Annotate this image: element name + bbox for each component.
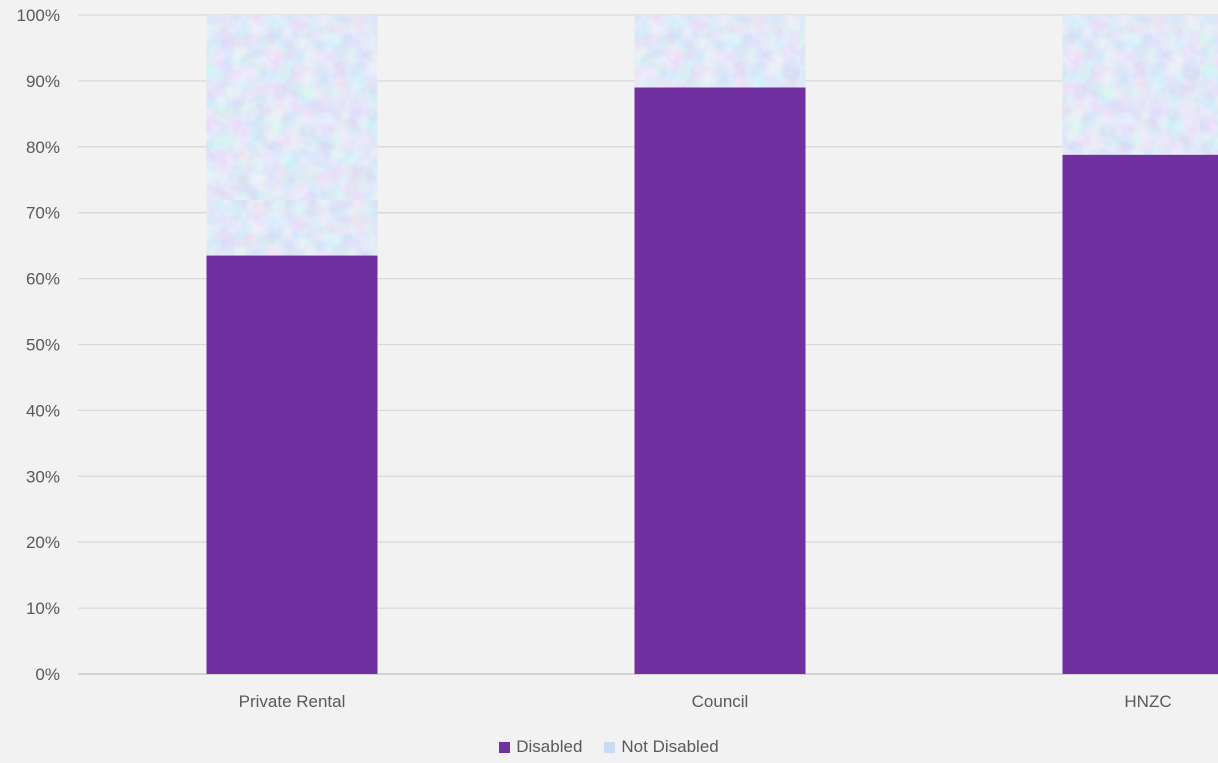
legend: Disabled Not Disabled bbox=[0, 737, 1218, 757]
bars bbox=[207, 15, 1218, 674]
x-tick-label: Private Rental bbox=[239, 692, 346, 711]
y-tick-label: 60% bbox=[26, 270, 60, 289]
bar-disabled-council bbox=[635, 87, 806, 674]
bar-not-disabled-private-rental bbox=[207, 15, 378, 256]
y-tick-label: 50% bbox=[26, 336, 60, 355]
legend-label-disabled: Disabled bbox=[516, 737, 582, 757]
y-tick-label: 70% bbox=[26, 204, 60, 223]
y-tick-label: 30% bbox=[26, 467, 60, 486]
x-tick-label: Council bbox=[692, 692, 749, 711]
legend-swatch-disabled bbox=[499, 742, 510, 753]
y-tick-label: 90% bbox=[26, 72, 60, 91]
y-axis-ticks: 0% 10% 20% 30% 40% 50% 60% 70% 80% 90% 100% bbox=[17, 6, 60, 684]
x-axis-labels: Private Rental Council HNZC bbox=[239, 692, 1172, 711]
legend-item-not-disabled: Not Disabled bbox=[604, 737, 718, 757]
y-tick-label: 40% bbox=[26, 401, 60, 420]
y-tick-label: 80% bbox=[26, 138, 60, 157]
y-tick-label: 100% bbox=[17, 6, 60, 25]
legend-item-disabled: Disabled bbox=[499, 737, 582, 757]
bar-not-disabled-council bbox=[635, 15, 806, 87]
x-tick-label: HNZC bbox=[1124, 692, 1171, 711]
y-tick-label: 20% bbox=[26, 533, 60, 552]
y-tick-label: 0% bbox=[35, 665, 60, 684]
bar-not-disabled-hnzc bbox=[1063, 15, 1218, 155]
legend-swatch-not-disabled bbox=[604, 742, 615, 753]
legend-label-not-disabled: Not Disabled bbox=[621, 737, 718, 757]
bar-disabled-hnzc bbox=[1063, 155, 1218, 674]
y-tick-label: 10% bbox=[26, 599, 60, 618]
bar-disabled-private-rental bbox=[207, 256, 378, 674]
